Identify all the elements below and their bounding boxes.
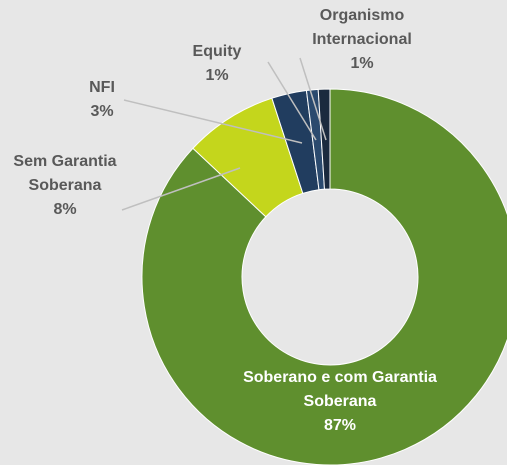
category-label: Soberano e com Garantia Soberana: [243, 369, 437, 410]
slice-label: NFI 3%: [62, 76, 142, 124]
leader-line: [123, 99, 303, 144]
donut-slice: [317, 88, 331, 190]
category-label: Organismo Internacional: [312, 7, 412, 48]
value-label: 1%: [350, 55, 374, 72]
slice-label: Equity 1%: [172, 40, 262, 88]
slice-label: Sem Garantia Soberana 8%: [10, 150, 120, 222]
value-label: 3%: [90, 103, 114, 120]
category-label: NFI: [89, 79, 115, 96]
leader-line: [299, 57, 327, 141]
value-label: 1%: [205, 67, 229, 84]
donut-slice: [141, 88, 507, 465]
leader-line: [267, 61, 317, 141]
category-label: Sem Garantia Soberana: [13, 153, 117, 194]
slice-label: Soberano e com Garantia Soberana 87%: [210, 366, 470, 438]
value-label: 8%: [53, 201, 77, 218]
category-label: Equity: [192, 43, 242, 60]
leader-line: [121, 167, 241, 211]
value-label: 87%: [323, 417, 357, 434]
slice-label: Organismo Internacional 1%: [292, 4, 432, 76]
